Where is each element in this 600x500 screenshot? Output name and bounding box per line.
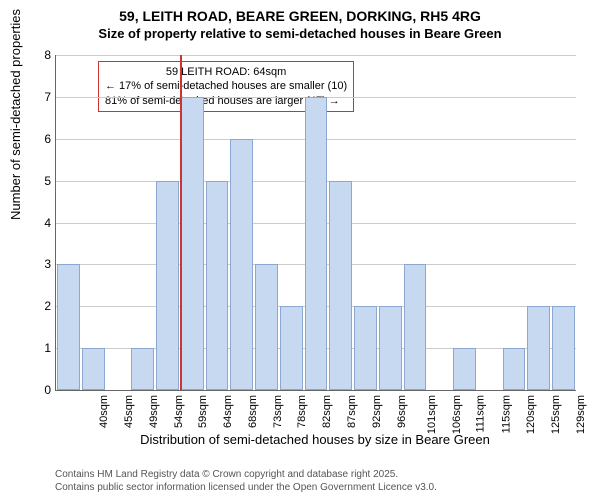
x-tick-label: 73sqm: [272, 395, 284, 428]
x-tick-label: 115sqm: [500, 395, 512, 433]
bar: [82, 348, 105, 390]
bar: [552, 306, 575, 390]
bar: [131, 348, 154, 390]
chart-subtitle: Size of property relative to semi-detach…: [0, 24, 600, 45]
footer-line-1: Contains HM Land Registry data © Crown c…: [55, 468, 437, 481]
bar: [230, 139, 253, 390]
x-tick-label: 101sqm: [426, 395, 438, 434]
bar: [57, 264, 80, 390]
x-tick-label: 45sqm: [123, 395, 135, 428]
y-tick-label: 5: [36, 174, 51, 188]
x-tick-label: 92sqm: [371, 395, 383, 428]
gridline: [56, 55, 576, 56]
x-tick-label: 125sqm: [550, 395, 562, 434]
bar: [354, 306, 377, 390]
footer-line-2: Contains public sector information licen…: [55, 481, 437, 494]
bar: [305, 97, 328, 390]
x-tick-label: 129sqm: [575, 395, 587, 434]
annotation-line-1: 59 LEITH ROAD: 64sqm: [105, 65, 347, 79]
bar: [181, 97, 204, 390]
footer-text: Contains HM Land Registry data © Crown c…: [55, 468, 437, 494]
bar: [379, 306, 402, 390]
x-tick-label: 78sqm: [297, 395, 309, 428]
bar: [503, 348, 526, 390]
x-tick-label: 64sqm: [222, 395, 234, 428]
y-tick-label: 7: [36, 90, 51, 104]
y-tick-label: 8: [36, 48, 51, 62]
annotation-line-2: ← 17% of semi-detached houses are smalle…: [105, 79, 347, 93]
chart-title: 59, LEITH ROAD, BEARE GREEN, DORKING, RH…: [0, 0, 600, 24]
x-tick-label: 96sqm: [396, 395, 408, 428]
bar: [156, 181, 179, 390]
bar: [527, 306, 550, 390]
x-tick-label: 87sqm: [346, 395, 358, 428]
y-tick-label: 2: [36, 299, 51, 313]
y-tick-label: 3: [36, 257, 51, 271]
x-tick-label: 49sqm: [148, 395, 160, 428]
x-tick-label: 120sqm: [525, 395, 537, 434]
y-tick-label: 1: [36, 341, 51, 355]
y-axis-label: Number of semi-detached properties: [8, 9, 23, 220]
y-tick-label: 0: [36, 383, 51, 397]
x-axis-label: Distribution of semi-detached houses by …: [55, 432, 575, 447]
x-tick-label: 59sqm: [197, 395, 209, 428]
x-tick-label: 82sqm: [321, 395, 333, 428]
marker-line: [180, 55, 182, 390]
x-tick-label: 40sqm: [98, 395, 110, 428]
bar: [280, 306, 303, 390]
bar: [329, 181, 352, 390]
bar: [255, 264, 278, 390]
chart-container: 59, LEITH ROAD, BEARE GREEN, DORKING, RH…: [0, 0, 600, 500]
plot-area: 59 LEITH ROAD: 64sqm ← 17% of semi-detac…: [55, 55, 576, 391]
x-tick-label: 68sqm: [247, 395, 259, 428]
y-tick-label: 4: [36, 216, 51, 230]
x-tick-label: 111sqm: [474, 395, 486, 433]
x-tick-label: 106sqm: [451, 395, 463, 434]
bar: [404, 264, 427, 390]
bar: [453, 348, 476, 390]
x-tick-label: 54sqm: [173, 395, 185, 428]
y-tick-label: 6: [36, 132, 51, 146]
bar: [206, 181, 229, 390]
